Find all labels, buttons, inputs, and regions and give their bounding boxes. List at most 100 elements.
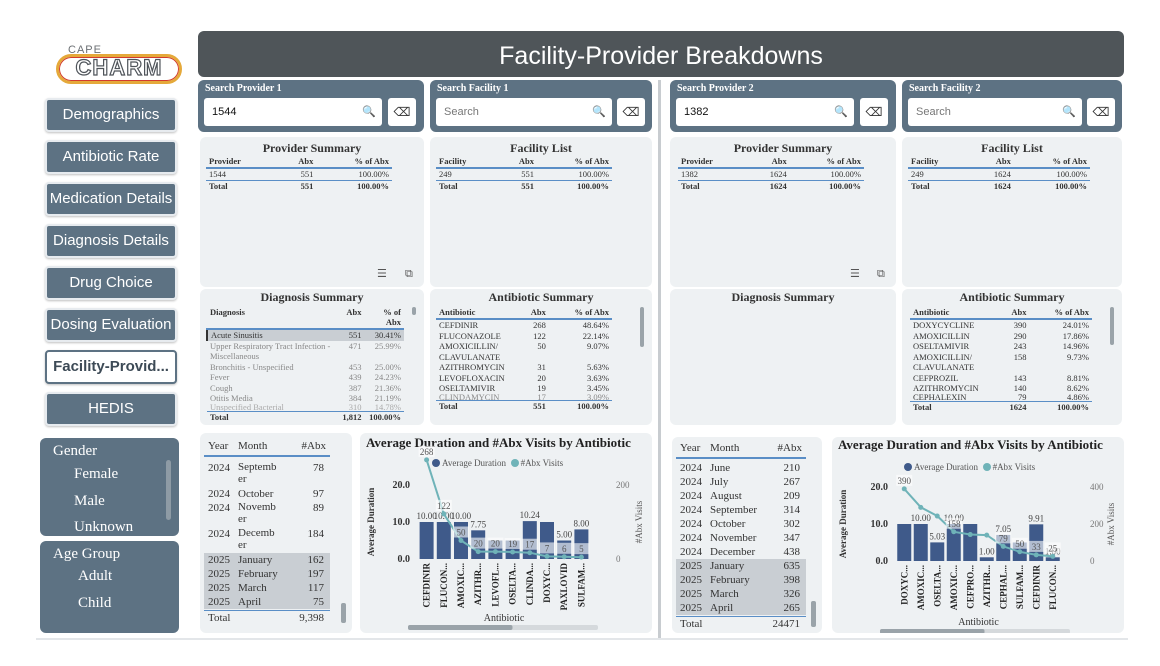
bar (540, 522, 554, 559)
x-tick-label: DOXYC... (542, 563, 552, 603)
table-row[interactable]: Upper Respiratory Tract Infection - Misc… (210, 340, 401, 362)
line-data-label: 50 (457, 528, 467, 538)
table-row[interactable]: 2024 October 97 (208, 488, 324, 500)
cape-charm-logo: CAPE CHARM (56, 44, 184, 86)
antibiotic-summary-2-scrollbar[interactable] (1110, 307, 1114, 345)
table-row[interactable]: 2025 January 162 (204, 553, 330, 567)
legend-dot-icon (904, 463, 912, 471)
table-row[interactable]: Cough 387 21.36% (210, 382, 401, 393)
table-row[interactable]: 2024 Septemb er 78 (208, 461, 324, 485)
line-label-bg (995, 532, 1012, 544)
table-row[interactable]: 2024 December 438 (680, 546, 800, 558)
facility-list-2-title: Facility List (981, 141, 1043, 155)
age-option-adult[interactable]: Adult (78, 568, 113, 584)
nav-antibiotic-rate[interactable]: Antibiotic Rate (45, 140, 177, 174)
search-icon[interactable]: 🔍 (362, 106, 376, 118)
table-row[interactable]: 249 1624 100.00% (911, 169, 1087, 179)
antibiotic-summary-1-scrollbar[interactable] (640, 307, 644, 347)
table-row[interactable]: FLUCONAZOLE 122 22.14% (439, 330, 609, 341)
table-row[interactable]: OSELTAMIVIR 243 14.96% (913, 341, 1089, 351)
table-row[interactable]: Otitis Media 384 21.19% (210, 393, 401, 403)
table-row[interactable]: 2025 March 117 (204, 581, 330, 595)
search-facility-1-input[interactable]: Search 🔍 (436, 98, 612, 126)
search-icon[interactable]: 🔍 (834, 106, 848, 118)
table-row[interactable]: 2024 Decemb er 184 (208, 527, 324, 551)
diagnosis-summary-1-scrollbar[interactable] (412, 307, 416, 315)
search-icon[interactable]: 🔍 (1062, 106, 1076, 118)
nav-diagnosis-details[interactable]: Diagnosis Details (45, 224, 177, 258)
search-facility-2-input[interactable]: Search 🔍 (908, 98, 1082, 126)
focus-mode-icon[interactable]: ⧉ (405, 267, 413, 280)
table-row[interactable]: AMOXICILLIN 290 17.86% (913, 330, 1089, 341)
table-row[interactable]: Fever 439 24.23% (210, 372, 401, 382)
filter-icon[interactable]: ☰ (377, 267, 387, 280)
nav-dosing-evaluation[interactable]: Dosing Evaluation (45, 308, 177, 342)
table-row[interactable]: Acute Sinusitis 551 30.41% (205, 329, 404, 341)
diagnosis-summary-2-title: Diagnosis Summary (731, 290, 835, 304)
table-row[interactable]: 2024 August 209 (680, 490, 800, 502)
x-tick-label: DOXYC... (899, 565, 909, 605)
clear-eraser-icon[interactable]: ⌫ (860, 98, 888, 126)
table-row[interactable]: CEFDINIR 268 48.64% (439, 320, 609, 330)
line-data-label: 19 (508, 539, 517, 549)
month-table-1-scrollbar[interactable] (341, 603, 346, 623)
table-row[interactable]: Bronchitis - Unspecified 453 25.00% (210, 361, 401, 372)
month-table-2-scrollbar[interactable] (811, 601, 816, 627)
table-row[interactable]: 2025 April 75 (204, 595, 330, 609)
table-row[interactable]: AMOXICILLIN/ CLAVULANATE 50 9.07% (439, 341, 609, 362)
table-row[interactable]: CLINDAMYCIN 17 3.09% (439, 391, 609, 402)
provider-summary-1-title: Provider Summary (262, 141, 362, 155)
focus-mode-icon[interactable]: ⧉ (877, 267, 885, 280)
table-row[interactable]: 2025 March 326 (676, 587, 806, 601)
table-row[interactable]: 1382 1624 100.00% (681, 169, 861, 179)
table-row[interactable]: 1544 551 100.00% (209, 169, 389, 179)
line-point (951, 529, 957, 535)
table-row[interactable]: AZITHROMYCIN 140 8.62% (913, 383, 1089, 393)
nav-medication-details[interactable]: Medication Details (45, 182, 177, 216)
table-row[interactable]: 2024 September 314 (680, 504, 800, 516)
table-total-row: Total 1624 100.00% (908, 179, 1090, 191)
table-row[interactable]: Unspecified Bacterial 310 14.78% (210, 401, 401, 412)
nav-facility-provider[interactable]: Facility-Provid... (45, 350, 177, 384)
table-row[interactable]: AZITHROMYCIN 31 5.63% (439, 362, 609, 372)
table-row[interactable]: 2025 January 635 (676, 559, 806, 573)
antibiotic-summary-1-table: Antibiotic Abx% of Abx CEFDINIR 268 48.64% … (436, 306, 612, 411)
nav-hedis[interactable]: HEDIS (45, 392, 177, 426)
table-row[interactable]: DOXYCYCLINE 390 24.01% (913, 320, 1089, 330)
table-row[interactable]: AMOXICILLIN/ CLAVULANATE 158 9.73% (913, 351, 1089, 373)
table-row[interactable]: CEFPROZIL 143 8.81% (913, 372, 1089, 383)
clear-eraser-icon[interactable]: ⌫ (1087, 98, 1115, 126)
search-provider-1-input[interactable]: 1544 🔍 (204, 98, 382, 126)
gender-slicer-scrollbar[interactable] (166, 460, 171, 520)
search-provider-2-box: Search Provider 2 1382 🔍 ⌫ (670, 80, 896, 132)
gender-option-female[interactable]: Female (74, 466, 119, 482)
table-row[interactable]: OSELTAMIVIR 19 3.45% (439, 383, 609, 393)
search-provider-2-input[interactable]: 1382 🔍 (676, 98, 854, 126)
table-row[interactable]: 2025 February 197 (204, 567, 330, 581)
table-row[interactable]: 2025 February 398 (676, 573, 806, 587)
month-table-1: Year Month #Abx 2024 Septemb er 78 2024 Octobe… (204, 439, 330, 629)
table-row[interactable]: 2024 July 267 (680, 476, 800, 488)
nav-drug-choice[interactable]: Drug Choice (45, 266, 177, 300)
age-option-child[interactable]: Child (78, 595, 112, 611)
filter-icon[interactable]: ☰ (850, 267, 860, 280)
table-row[interactable]: 2024 June 210 (680, 462, 800, 474)
table-row[interactable]: 2024 November 347 (680, 532, 800, 544)
gender-option-male[interactable]: Male (74, 493, 105, 509)
line-label-bg (945, 517, 962, 529)
table-row[interactable]: LEVOFLOXACIN 20 3.63% (439, 372, 609, 383)
table-row[interactable]: 249 551 100.00% (439, 169, 609, 179)
clear-eraser-icon[interactable]: ⌫ (388, 98, 416, 126)
table-row[interactable]: 2025 April 265 (676, 601, 806, 615)
search-icon[interactable]: 🔍 (592, 106, 606, 118)
chart-scrollbar-thumb (880, 629, 985, 633)
table-row[interactable]: 2024 October 302 (680, 518, 800, 530)
clear-eraser-icon[interactable]: ⌫ (617, 98, 645, 126)
table-row[interactable]: 2024 Novemb er 89 (208, 501, 324, 525)
table-total-row: Total 9,398 (204, 610, 330, 624)
line-point (492, 549, 498, 555)
table-row[interactable]: CEPHALEXIN 79 4.86% (913, 391, 1089, 402)
nav-demographics[interactable]: Demographics (45, 98, 177, 132)
gender-option-unknown[interactable]: Unknown (74, 519, 134, 535)
chart-2-svg: 0.0 10.0 20.0 0 200 400 Average Duration #Abx V… (838, 474, 1116, 633)
